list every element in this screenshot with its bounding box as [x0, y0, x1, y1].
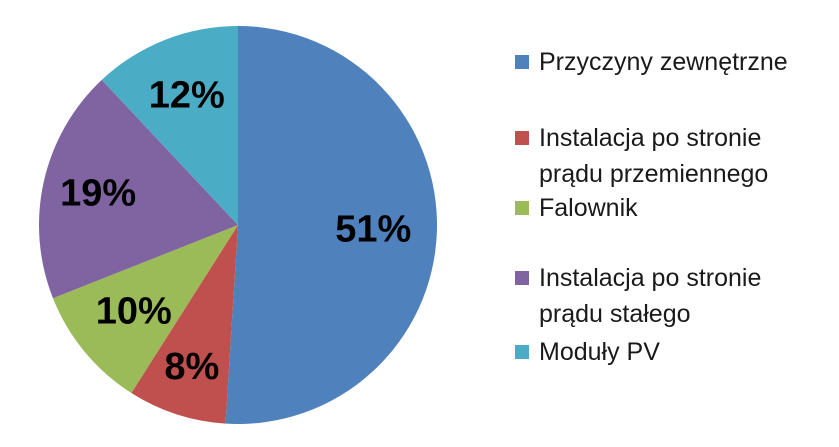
pie-slice-2	[131, 225, 238, 424]
legend-swatch	[515, 131, 529, 145]
pie-slice-label-4: 19%	[60, 173, 136, 215]
pie-slice-5	[101, 26, 239, 225]
pie-slice-1	[225, 26, 438, 425]
legend-swatch	[515, 55, 529, 69]
pie-slice-label-3: 10%	[96, 290, 172, 332]
legend-swatch	[515, 271, 529, 285]
legend-label: Falownik	[539, 194, 638, 222]
legend-label: Instalacja po stronie prądu stałego	[539, 264, 762, 328]
pie-slices	[39, 26, 438, 425]
pie-slice-label-5: 12%	[149, 74, 225, 116]
legend-item-instalacja-dc: Instalacja po stronie prądu stałego	[515, 260, 829, 332]
legend-swatch	[515, 201, 529, 215]
legend-swatch	[515, 345, 529, 359]
pie-slice-3	[52, 225, 238, 394]
legend-item-instalacja-ac: Instalacja po stronie prądu przemiennego	[515, 120, 829, 192]
pie-slice-label-2: 8%	[164, 346, 219, 388]
legend-item-przyczyny-zewnetrzne: Przyczyny zewnętrzne	[515, 44, 829, 80]
pie-slice-labels: 51% 8% 10% 19% 12%	[60, 74, 411, 387]
legend-label: Moduły PV	[539, 338, 660, 366]
pie-slice-label-1: 51%	[335, 208, 411, 250]
legend-item-falownik: Falownik	[515, 190, 829, 226]
pie-slice-4	[39, 79, 239, 299]
legend-label: Przyczyny zewnętrzne	[539, 48, 788, 76]
legend-label: Instalacja po stronie prądu przemiennego	[539, 124, 769, 188]
legend-item-moduly-pv: Moduły PV	[515, 334, 829, 370]
